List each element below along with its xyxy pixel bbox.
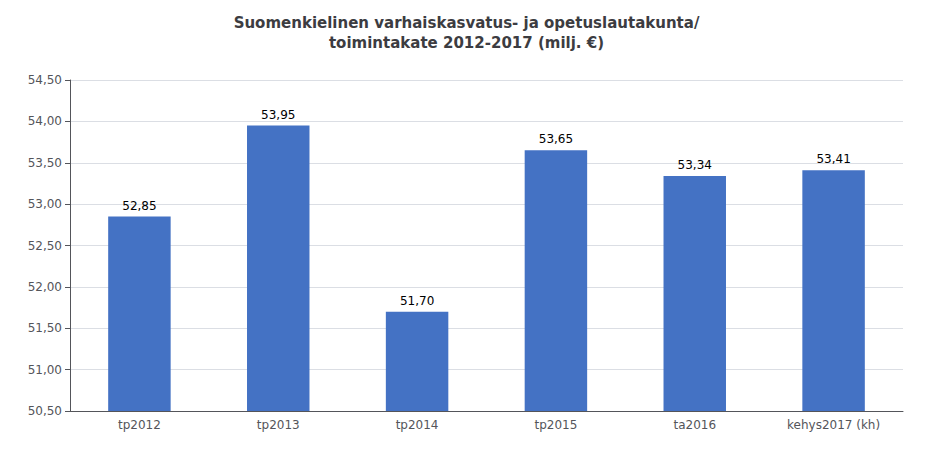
svg-text:52,50: 52,50 bbox=[28, 239, 62, 253]
svg-text:51,50: 51,50 bbox=[28, 321, 62, 335]
svg-text:53,34: 53,34 bbox=[678, 158, 712, 172]
svg-text:53,00: 53,00 bbox=[28, 197, 62, 211]
svg-text:ta2016: ta2016 bbox=[673, 418, 716, 432]
svg-text:toimintakate 2012-2017 (milj.: toimintakate 2012-2017 (milj. €) bbox=[329, 34, 604, 52]
svg-text:50,50: 50,50 bbox=[28, 404, 62, 418]
svg-text:52,00: 52,00 bbox=[28, 280, 62, 294]
svg-text:52,85: 52,85 bbox=[122, 199, 156, 213]
svg-text:tp2012: tp2012 bbox=[118, 418, 161, 432]
svg-text:53,65: 53,65 bbox=[539, 132, 573, 146]
svg-text:tp2015: tp2015 bbox=[534, 418, 577, 432]
svg-text:kehys2017 (kh): kehys2017 (kh) bbox=[787, 418, 880, 432]
svg-text:51,70: 51,70 bbox=[400, 294, 434, 308]
svg-text:53,41: 53,41 bbox=[816, 152, 850, 166]
svg-text:51,00: 51,00 bbox=[28, 363, 62, 377]
svg-text:tp2014: tp2014 bbox=[396, 418, 439, 432]
svg-text:53,50: 53,50 bbox=[28, 156, 62, 170]
svg-text:54,00: 54,00 bbox=[28, 114, 62, 128]
svg-text:tp2013: tp2013 bbox=[257, 418, 300, 432]
svg-text:Suomenkielinen varhaiskasvatus: Suomenkielinen varhaiskasvatus- ja opetu… bbox=[234, 14, 700, 32]
svg-text:53,95: 53,95 bbox=[261, 108, 295, 122]
svg-text:54,50: 54,50 bbox=[28, 73, 62, 87]
